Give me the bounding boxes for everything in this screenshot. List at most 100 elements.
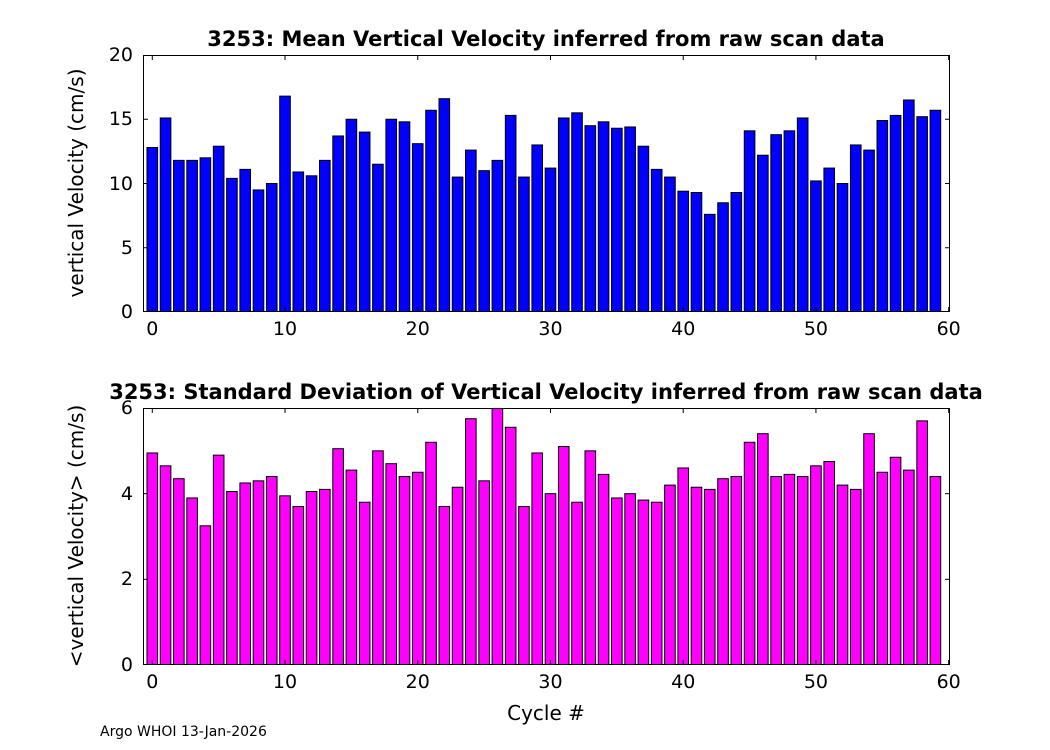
bar bbox=[690, 192, 703, 312]
bar bbox=[544, 493, 557, 665]
bar bbox=[810, 465, 822, 665]
bar bbox=[730, 192, 743, 312]
bar bbox=[385, 118, 398, 312]
bar bbox=[265, 476, 278, 665]
bar bbox=[398, 476, 411, 665]
bar bbox=[531, 144, 544, 312]
bar bbox=[305, 491, 318, 665]
bar bbox=[650, 501, 663, 665]
bar bbox=[611, 127, 623, 312]
bar bbox=[292, 171, 305, 312]
axes-box bbox=[143, 55, 950, 312]
bar bbox=[584, 450, 597, 665]
x-tick-label: 40 bbox=[671, 671, 696, 693]
bar bbox=[398, 121, 411, 312]
bar bbox=[186, 497, 198, 665]
bar bbox=[425, 109, 437, 312]
bar bbox=[611, 497, 623, 665]
bar bbox=[823, 461, 836, 665]
bar bbox=[465, 149, 477, 312]
bar bbox=[372, 163, 384, 312]
bar bbox=[279, 495, 291, 665]
bar bbox=[717, 202, 729, 312]
x-tick-label: 20 bbox=[405, 671, 430, 693]
bar bbox=[703, 213, 716, 312]
y-tick-label: 0 bbox=[120, 301, 133, 323]
bar bbox=[518, 176, 530, 312]
bar bbox=[199, 525, 212, 665]
bar bbox=[597, 473, 610, 665]
bar bbox=[889, 114, 902, 312]
bar bbox=[319, 159, 331, 312]
stddev-velocity-plot: 0 10 20 30 40 50 60 0 2 4 6 bbox=[121, 397, 961, 693]
x-axis-label: Cycle # bbox=[507, 701, 585, 725]
mean-velocity-plot: 0 10 20 30 40 50 60 0 5 10 15 20 bbox=[109, 44, 961, 340]
bar bbox=[319, 488, 331, 665]
y-tick-label: 6 bbox=[120, 397, 133, 419]
bar bbox=[451, 176, 464, 312]
bar bbox=[478, 480, 490, 665]
mean-y-axis-label: vertical Velocity (cm/s) bbox=[64, 68, 88, 298]
x-tick-label: 0 bbox=[146, 318, 159, 340]
bar bbox=[903, 469, 915, 665]
y-tick-label: 10 bbox=[108, 172, 133, 195]
bar bbox=[332, 135, 344, 312]
bar bbox=[239, 482, 252, 665]
bar bbox=[451, 486, 464, 665]
bar bbox=[252, 189, 265, 312]
bar bbox=[796, 476, 809, 665]
bar bbox=[305, 175, 318, 312]
bar bbox=[372, 450, 384, 665]
bar bbox=[226, 177, 238, 312]
mean-velocity-chart-title: 3253: Mean Vertical Velocity inferred fr… bbox=[207, 27, 885, 51]
bar bbox=[597, 121, 610, 312]
bar bbox=[358, 131, 371, 312]
bar bbox=[703, 488, 716, 665]
bar bbox=[385, 463, 398, 665]
bar bbox=[438, 506, 451, 665]
bar bbox=[624, 493, 636, 665]
bar bbox=[664, 484, 676, 665]
bar bbox=[199, 157, 212, 312]
x-tick-label: 50 bbox=[803, 318, 829, 340]
bar bbox=[186, 159, 198, 312]
y-tick-label: 5 bbox=[120, 236, 133, 259]
bar bbox=[504, 426, 517, 665]
bar bbox=[146, 452, 159, 665]
bar bbox=[411, 143, 424, 312]
bar bbox=[757, 154, 769, 312]
bar bbox=[810, 180, 822, 312]
bar bbox=[279, 95, 291, 312]
y-tick-label: 15 bbox=[108, 108, 133, 131]
bar bbox=[226, 491, 238, 665]
bar bbox=[650, 168, 663, 312]
bar bbox=[836, 183, 849, 312]
stddev-y-axis-label: <vertical Velocity> (cm/s) bbox=[64, 404, 88, 668]
bar bbox=[743, 130, 756, 312]
x-tick-label: 60 bbox=[936, 671, 961, 693]
bar bbox=[849, 144, 862, 312]
stddev-y-tick-labels: 0 2 4 6 bbox=[99, 397, 143, 676]
axes-box bbox=[143, 408, 950, 665]
bar bbox=[770, 476, 782, 665]
bar bbox=[743, 441, 756, 665]
bar bbox=[465, 418, 477, 665]
bar bbox=[690, 486, 703, 665]
bar bbox=[916, 420, 928, 665]
bar bbox=[571, 112, 583, 312]
bar bbox=[557, 117, 570, 312]
bar bbox=[929, 109, 942, 312]
x-tick-label: 0 bbox=[146, 671, 159, 693]
bar bbox=[146, 147, 159, 312]
bar bbox=[159, 117, 172, 312]
bar bbox=[624, 126, 636, 312]
stddev-velocity-bars bbox=[143, 408, 950, 665]
bar bbox=[929, 476, 942, 665]
stddev-x-tick-labels: 0 10 20 30 40 50 60 bbox=[143, 665, 961, 697]
bar bbox=[637, 145, 650, 312]
x-tick-label: 40 bbox=[671, 318, 696, 340]
bar bbox=[491, 408, 504, 665]
bar bbox=[265, 183, 278, 312]
bar bbox=[903, 99, 915, 312]
